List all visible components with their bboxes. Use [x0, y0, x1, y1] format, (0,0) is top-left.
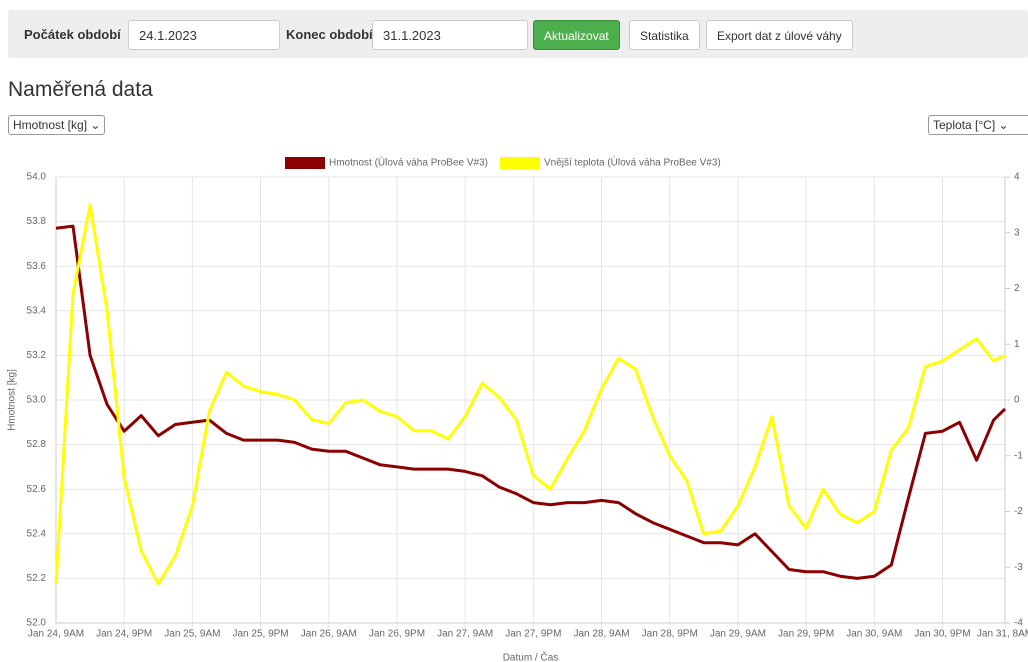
- x-tick-label: Jan 30, 9AM: [846, 629, 902, 640]
- export-button[interactable]: Export dat z úlové váhy: [706, 20, 853, 50]
- x-tick-label: Jan 29, 9AM: [710, 629, 766, 640]
- x-tick-label: Jan 26, 9AM: [301, 629, 357, 640]
- x-tick-label: Jan 24, 9PM: [96, 629, 152, 640]
- right-select[interactable]: Teplota [°C] ⌄: [928, 115, 1028, 135]
- update-button[interactable]: Aktualizovat: [533, 20, 620, 50]
- y2-tick-label: 0: [1014, 395, 1020, 406]
- x-tick-label: Jan 24, 9AM: [28, 629, 84, 640]
- legend-swatch: [499, 157, 540, 169]
- start-input[interactable]: 24.1.2023: [128, 20, 280, 50]
- series-line: [55, 224, 1007, 580]
- y2-tick-label: -2: [1014, 506, 1023, 517]
- left-select[interactable]: Hmotnost [kg] ⌄: [8, 115, 106, 135]
- y-tick-label: 53.8: [27, 216, 47, 227]
- x-tick-label: Jan 27, 9AM: [437, 629, 493, 640]
- stats-button[interactable]: Statistika: [629, 20, 700, 50]
- y-tick-label: 52.0: [27, 618, 47, 629]
- left-select-text: Hmotnost [kg]: [13, 118, 88, 132]
- x-tick-label: Jan 25, 9PM: [232, 629, 288, 640]
- y2-tick-label: -4: [1014, 618, 1023, 629]
- y-axis-title: Hmotnost [kg]: [7, 369, 18, 431]
- x-tick-label: Jan 29, 9PM: [778, 629, 834, 640]
- x-tick-label: Jan 26, 9PM: [369, 629, 425, 640]
- y2-tick-label: 2: [1014, 283, 1020, 294]
- y-tick-label: 53.0: [27, 395, 47, 406]
- y-tick-label: 52.8: [27, 439, 47, 450]
- x-tick-label: Jan 25, 9AM: [164, 629, 220, 640]
- x-tick-label: Jan 31, 8AM: [977, 629, 1028, 640]
- right-select-text: Teplota [°C]: [933, 118, 996, 132]
- legend-label: Hmotnost (Úlová váha ProBee V#3): [329, 156, 488, 169]
- x-axis-title: Datum / Čas: [503, 651, 559, 662]
- legend-label: Vnější teplota (Úlová váha ProBee V#3): [544, 156, 721, 169]
- y-tick-label: 54.0: [27, 172, 47, 183]
- heading: Naměřená data: [8, 78, 153, 101]
- y2-tick-label: 4: [1014, 172, 1020, 183]
- end-label: Konec období: [286, 27, 373, 42]
- y-tick-label: 52.6: [27, 484, 47, 495]
- x-tick-label: Jan 30, 9PM: [914, 629, 970, 640]
- y2-tick-label: 3: [1014, 227, 1020, 238]
- x-tick-label: Jan 27, 9PM: [505, 629, 561, 640]
- y-tick-label: 52.2: [27, 573, 47, 584]
- y-tick-label: 53.4: [27, 305, 47, 316]
- x-tick-label: Jan 28, 9AM: [573, 629, 629, 640]
- y-tick-label: 52.4: [27, 528, 47, 539]
- y2-tick-label: 1: [1014, 339, 1020, 350]
- y-tick-label: 53.2: [27, 350, 47, 361]
- end-input[interactable]: 31.1.2023: [372, 20, 528, 50]
- series-line: [54, 203, 1006, 586]
- y2-tick-label: -3: [1014, 562, 1023, 573]
- x-tick-label: Jan 28, 9PM: [642, 629, 698, 640]
- start-label: Počátek období: [24, 27, 121, 42]
- legend-swatch: [285, 157, 325, 169]
- y2-tick-label: -1: [1014, 450, 1023, 461]
- y-tick-label: 53.6: [27, 261, 47, 272]
